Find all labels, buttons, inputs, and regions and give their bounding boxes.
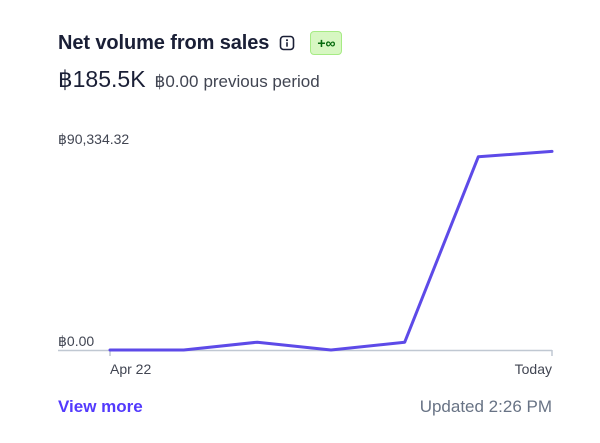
view-more-link[interactable]: View more xyxy=(58,397,143,416)
x-tick-label: Today xyxy=(515,361,552,377)
current-value: ฿185.5K xyxy=(58,66,146,92)
y-tick-label: ฿0.00 xyxy=(58,333,94,349)
previous-period-label: previous period xyxy=(203,72,320,91)
y-tick-label: ฿90,334.32 xyxy=(58,131,129,147)
card-header: Net volume from sales +∞ xyxy=(58,28,343,58)
card-title: Net volume from sales xyxy=(58,31,270,54)
x-tick-label: Apr 22 xyxy=(110,361,151,377)
info-icon[interactable] xyxy=(278,34,296,52)
updated-timestamp: Updated 2:26 PM xyxy=(419,397,552,416)
value-row: ฿185.5K ฿0.00 previous period xyxy=(58,66,320,98)
series-line xyxy=(108,149,554,352)
previous-value: ฿0.00 xyxy=(154,72,199,91)
change-badge: +∞ xyxy=(310,31,343,55)
